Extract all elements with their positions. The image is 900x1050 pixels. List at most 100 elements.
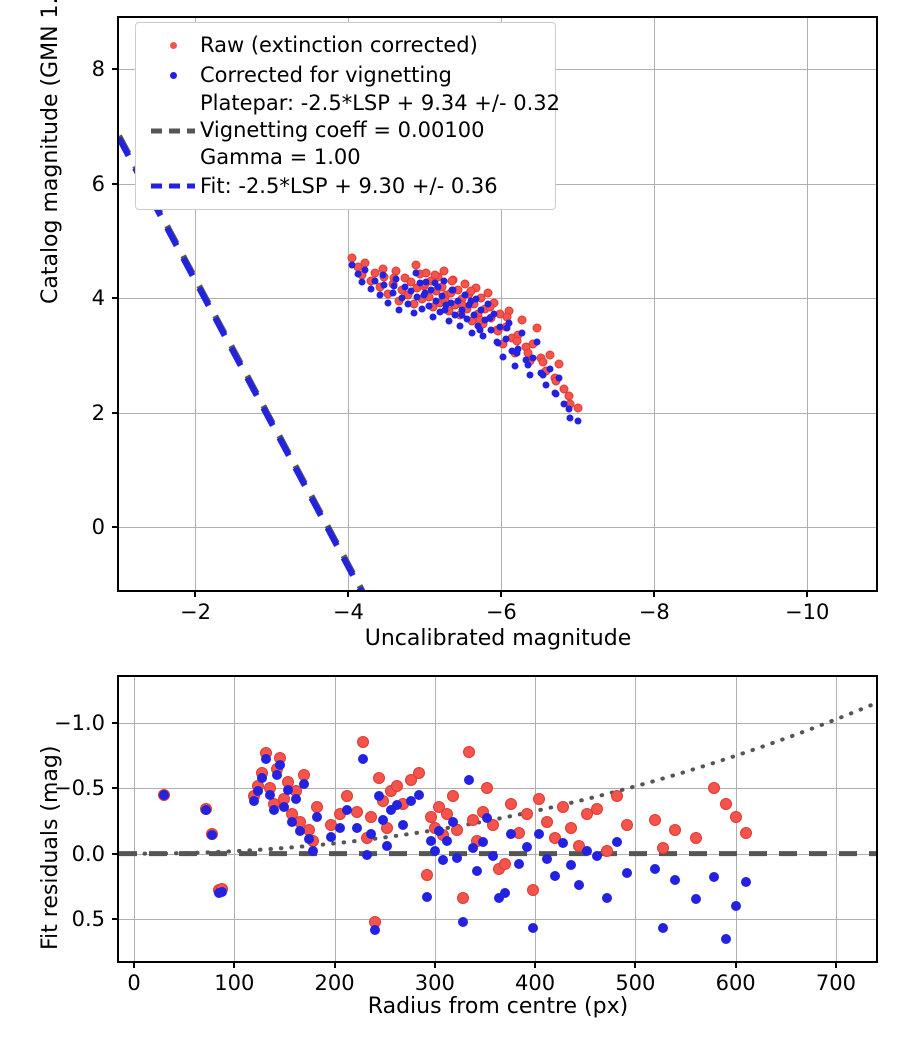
gridline-horizontal — [119, 919, 876, 921]
scatter-point-corrected — [471, 865, 482, 876]
legend-label-group: Platepar: -2.5*LSP + 9.34 +/- 0.32 Vignet… — [200, 90, 560, 171]
scatter-point-raw — [719, 797, 732, 810]
scatter-point-corrected — [670, 874, 681, 885]
legend-dash-line — [151, 128, 195, 133]
legend-key — [146, 60, 200, 90]
y-tick-label: −0.5 — [54, 776, 105, 801]
y-tick-mark — [112, 721, 117, 724]
scatter-point-corrected — [500, 887, 511, 898]
gridline-vertical — [807, 18, 809, 590]
scatter-point-corrected — [405, 796, 416, 807]
scatter-point-corrected — [434, 283, 442, 291]
scatter-point-corrected — [490, 310, 498, 318]
scatter-point-raw — [406, 277, 416, 287]
scatter-point-corrected — [395, 306, 403, 314]
scatter-point-corrected — [467, 843, 478, 854]
scatter-point-corrected — [398, 294, 406, 302]
scatter-point-raw — [549, 831, 562, 844]
scatter-point-corrected — [217, 886, 228, 897]
gridline-horizontal — [119, 722, 876, 724]
gridline-horizontal — [119, 788, 876, 790]
scatter-point-corrected — [503, 324, 511, 332]
scatter-point-corrected — [560, 400, 568, 408]
scatter-point-corrected — [524, 361, 532, 369]
scatter-point-corrected — [496, 323, 504, 331]
legend-key — [146, 171, 200, 201]
scatter-point-corrected — [257, 772, 268, 783]
x-tick-label: 100 — [214, 971, 255, 995]
scatter-point-raw — [573, 839, 586, 852]
scatter-point-corrected — [461, 291, 469, 299]
scatter-point-corrected — [740, 877, 751, 888]
scatter-point-raw — [340, 790, 353, 803]
x-tick-label: −8 — [638, 600, 670, 624]
scatter-point-corrected — [456, 322, 464, 330]
scatter-point-corrected — [550, 870, 561, 881]
scatter-point-corrected — [445, 317, 453, 325]
scatter-point-corrected — [413, 293, 421, 301]
scatter-point-corrected — [522, 356, 530, 364]
scatter-point-raw — [390, 779, 403, 792]
scatter-point-corrected — [159, 789, 170, 800]
y-tick-label: 0.5 — [71, 907, 105, 932]
x-tick-label: 400 — [515, 971, 556, 995]
scatter-point-raw — [559, 384, 569, 394]
photometry-calibration-panel: −2 −4 −6 −8 −10 0 2 4 6 8 Uncalibrated magnitude … — [38, 0, 878, 651]
scatter-point-raw — [460, 279, 470, 289]
scatter-point-corrected — [447, 299, 455, 307]
y-tick-label: 8 — [91, 57, 105, 82]
scatter-point-raw — [404, 774, 417, 787]
x-tick-label: 600 — [715, 971, 756, 995]
scatter-point-corrected — [441, 306, 449, 314]
scatter-point-corrected — [513, 349, 521, 357]
scatter-point-corrected — [534, 829, 545, 840]
scatter-point-corrected — [463, 315, 471, 323]
scatter-point-corrected — [447, 817, 458, 828]
scatter-point-raw — [356, 736, 369, 749]
scatter-point-corrected — [377, 814, 388, 825]
scatter-point-raw — [446, 790, 459, 803]
scatter-point-raw — [370, 268, 380, 278]
legend-key — [146, 90, 200, 171]
scatter-point-corrected — [522, 842, 533, 853]
gridline-vertical — [134, 677, 136, 961]
gridline-vertical — [501, 18, 503, 590]
vignetting-curve — [132, 701, 876, 856]
scatter-point-corrected — [477, 306, 485, 314]
scatter-point-raw — [689, 831, 702, 844]
x-tick-label: −6 — [485, 600, 517, 624]
scatter-point-corrected — [261, 754, 272, 765]
scatter-point-corrected — [287, 817, 298, 828]
scatter-point-corrected — [283, 784, 294, 795]
scatter-point-raw — [545, 350, 555, 360]
x-tick-label: 500 — [615, 971, 656, 995]
x-tick-mark — [806, 592, 809, 597]
x-tick-mark — [834, 963, 837, 968]
scatter-point-corrected — [479, 332, 487, 340]
scatter-point-corrected — [390, 282, 398, 290]
scatter-point-corrected — [358, 278, 366, 286]
scatter-point-corrected — [622, 868, 633, 879]
scatter-point-corrected — [407, 287, 415, 295]
scatter-point-corrected — [451, 311, 459, 319]
scatter-point-corrected — [542, 853, 553, 864]
legend-label: Fit: -2.5*LSP + 9.30 +/- 0.36 — [200, 173, 498, 198]
scatter-point-corrected — [410, 309, 418, 317]
scatter-point-corrected — [518, 329, 526, 337]
scatter-point-corrected — [436, 308, 444, 316]
scatter-point-raw — [541, 816, 554, 829]
legend-marker-dot — [169, 41, 177, 49]
x-tick-label: 700 — [815, 971, 856, 995]
scatter-point-corrected — [427, 286, 435, 294]
gridline-vertical — [195, 18, 197, 590]
legend-label: Vignetting coeff = 0.00100 — [200, 118, 485, 142]
scatter-point-corrected — [392, 275, 400, 283]
scatter-point-corrected — [494, 893, 504, 904]
legend-dash-line — [151, 183, 195, 189]
x-tick-mark — [133, 963, 136, 968]
legend-label: Raw (extinction corrected) — [200, 32, 478, 57]
scatter-point-raw — [527, 884, 540, 897]
scatter-point-raw — [483, 288, 493, 298]
scatter-point-corrected — [484, 300, 492, 308]
